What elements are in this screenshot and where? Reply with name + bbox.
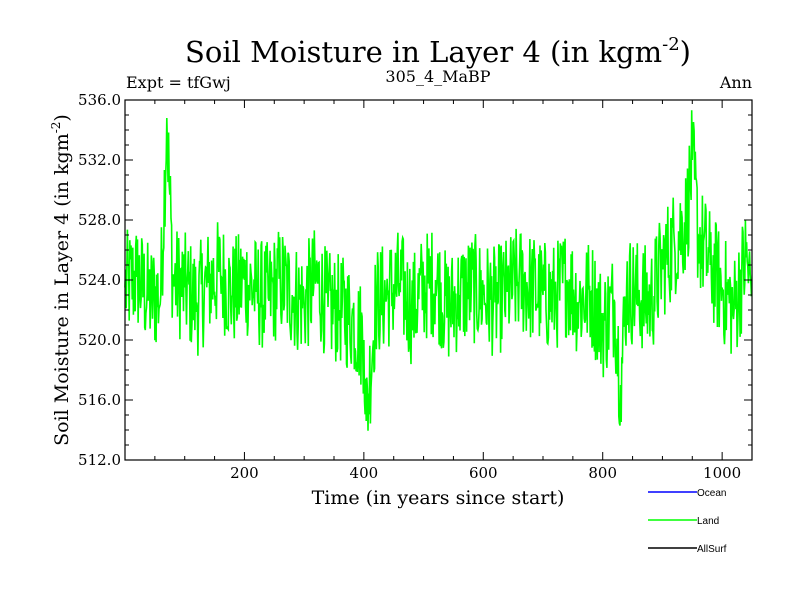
y-tick-label: 532.0 <box>78 151 121 169</box>
legend: Ocean Land AllSurf <box>648 488 727 555</box>
plot-area <box>124 110 753 431</box>
plot-frame <box>124 99 753 461</box>
y-axis-label: Soil Moisture in Layer 4 (in kgm-2) <box>49 114 73 446</box>
x-axis-label: Time (in years since start) <box>312 487 565 509</box>
x-tick-label: 800 <box>588 464 617 482</box>
x-tick-label: 400 <box>350 464 379 482</box>
legend-item-ocean: Ocean <box>648 488 726 499</box>
y-tick-label: 536.0 <box>78 91 121 109</box>
y-tick-label: 516.0 <box>78 391 121 409</box>
y-tick-label: 528.0 <box>78 211 121 229</box>
chart-title: Soil Moisture in Layer 4 (in kgm-2) <box>185 34 691 69</box>
legend-label: Land <box>697 516 719 527</box>
legend-label: Ocean <box>697 488 726 499</box>
y-tick-label: 520.0 <box>78 331 121 349</box>
legend-label: AllSurf <box>697 544 727 555</box>
series-line-land <box>124 110 753 431</box>
x-tick-label: 1000 <box>703 464 741 482</box>
run-label: 305_4_MaBP <box>385 67 490 86</box>
y-tick-label: 512.0 <box>78 451 121 469</box>
x-tick-label: 200 <box>230 464 259 482</box>
legend-item-allsurf: AllSurf <box>648 544 727 555</box>
x-tick-label: 600 <box>469 464 498 482</box>
season-label: Ann <box>719 73 752 92</box>
experiment-label: Expt = tfGwj <box>126 73 231 92</box>
y-tick-label: 524.0 <box>78 271 121 289</box>
legend-item-land: Land <box>648 516 719 527</box>
